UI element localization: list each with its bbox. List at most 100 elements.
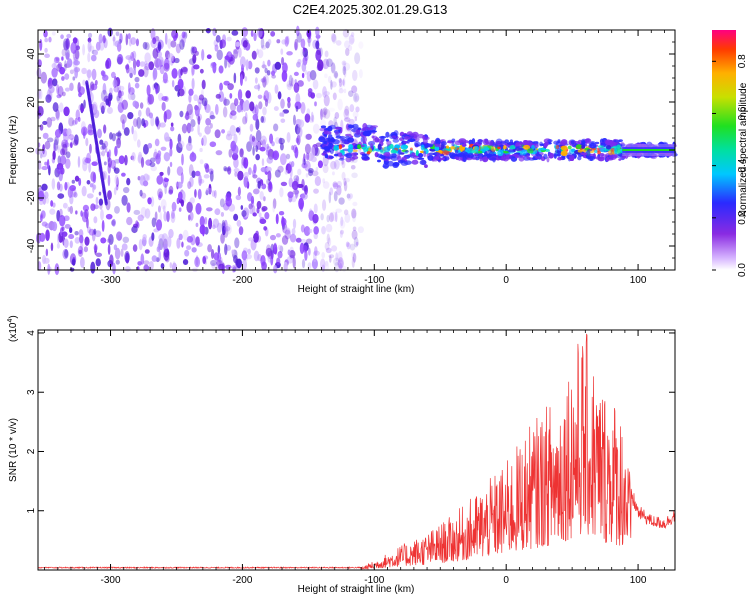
spectrogram-noise-blob — [344, 105, 350, 116]
spectrogram-noise-blob — [328, 107, 335, 112]
spectrogram-noise-blob — [304, 133, 312, 140]
spectrogram-noise-blob — [78, 86, 85, 96]
spectrogram-signal-blob — [508, 155, 516, 159]
spectrogram-noise-blob — [357, 226, 364, 234]
spectrogram-noise-blob — [296, 32, 302, 43]
spectrogram-noise-blob — [132, 58, 137, 71]
spectrogram-noise-blob — [227, 83, 234, 91]
spectrogram-noise-blob — [113, 244, 118, 251]
spectrogram-noise-blob — [205, 207, 213, 212]
spectrogram-noise-blob — [112, 79, 118, 88]
spectrogram-noise-blob — [313, 203, 318, 214]
spectrogram-noise-blob — [122, 186, 130, 194]
spectrogram-noise-blob — [147, 93, 155, 105]
spectrogram-noise-blob — [188, 109, 194, 121]
spectrogram-noise-blob — [83, 246, 89, 253]
spectrogram-noise-blob — [54, 129, 62, 138]
spectrogram-noise-blob — [351, 252, 355, 259]
spectrogram-signal-blob — [351, 155, 359, 160]
spectrogram-noise-blob — [201, 97, 208, 107]
spectrogram-noise-blob — [187, 181, 192, 190]
spectrogram-noise-blob — [273, 264, 278, 274]
spectrogram-noise-blob — [181, 153, 184, 166]
spectrogram-signal-blob — [471, 157, 478, 160]
spectrogram-signal-blob — [560, 139, 568, 145]
spectrogram-noise-blob — [189, 211, 194, 221]
spectrogram-noise-blob — [325, 223, 333, 233]
spectrogram-noise-blob — [281, 56, 285, 66]
spectrogram-noise-blob — [293, 114, 296, 126]
spectrogram-signal-blob — [531, 144, 535, 150]
colorbar-tick-label: 0.0 — [737, 263, 748, 277]
spectrogram-noise-blob — [266, 70, 271, 76]
spectrogram-noise-blob — [266, 143, 270, 150]
snr-y-scale-label: (x104) — [7, 315, 19, 342]
spectrogram-signal-blob — [496, 140, 501, 144]
spectrogram-noise-blob — [278, 137, 283, 144]
spectrogram-noise-blob — [299, 242, 305, 255]
spectrogram-noise-blob — [295, 25, 300, 37]
spectrogram-noise-blob — [86, 180, 91, 185]
spectrogram-noise-blob — [270, 31, 276, 37]
spectrogram-noise-blob — [337, 257, 344, 269]
spectrogram-noise-blob — [65, 52, 70, 60]
spectrogram-noise-blob — [333, 190, 338, 202]
spectrogram-signal-blob — [543, 142, 548, 148]
spectrogram-noise-blob — [307, 36, 311, 48]
spectrogram-noise-blob — [115, 31, 120, 37]
spectrogram-noise-blob — [59, 66, 66, 75]
spectrogram-noise-blob — [350, 31, 355, 38]
spectrogram-noise-blob — [354, 52, 361, 65]
spectrogram-signal-blob — [369, 130, 377, 133]
spectrogram-noise-blob — [167, 166, 171, 176]
spectrogram-noise-blob — [42, 132, 49, 139]
spectrogram-noise-blob — [113, 166, 117, 172]
spectrogram-noise-blob — [267, 38, 272, 46]
spectrogram-noise-blob — [262, 76, 267, 88]
spectrogram-signal-blob — [398, 149, 402, 155]
spectrogram-noise-blob — [194, 50, 199, 56]
spectrogram-noise-blob — [126, 216, 133, 226]
spectrogram-noise-blob — [215, 150, 223, 156]
spectrogram-signal-blob — [345, 123, 350, 130]
spectrogram-noise-blob — [239, 56, 246, 68]
spectrogram-noise-blob — [235, 194, 242, 201]
spectrogram-noise-blob — [292, 218, 297, 230]
spectrogram-noise-blob — [215, 93, 222, 99]
spectrogram-noise-blob — [232, 48, 240, 54]
spectrogram-noise-blob — [228, 148, 233, 158]
spectrogram-noise-blob — [61, 143, 68, 156]
spectrogram-noise-blob — [291, 180, 299, 191]
spectrogram-noise-blob — [52, 202, 56, 208]
spectrogram-noise-blob — [188, 164, 194, 177]
spectrogram-noise-blob — [331, 32, 336, 43]
spectrogram-noise-blob — [107, 190, 112, 200]
spectrogram-noise-blob — [41, 254, 47, 265]
spectrogram-noise-blob — [149, 162, 156, 168]
spectrogram-noise-blob — [281, 235, 289, 245]
spectrogram-noise-blob — [92, 172, 97, 184]
spectrogram-noise-blob — [48, 36, 52, 43]
spectrogram-signal-blob — [394, 144, 401, 149]
spectrogram-noise-blob — [133, 67, 137, 76]
spectrogram-signal-blob — [329, 148, 334, 154]
spectrogram-noise-blob — [107, 157, 112, 168]
spectrogram-noise-blob — [64, 60, 67, 72]
spectrogram-noise-blob — [322, 58, 330, 70]
spectrogram-noise-blob — [306, 29, 311, 38]
spectrogram-signal-blob — [589, 142, 597, 149]
spectrogram-noise-blob — [149, 157, 156, 163]
spectrogram-signal-blob — [605, 145, 612, 150]
spectrogram-signal-blob — [417, 133, 424, 139]
spectrogram-signal-blob — [348, 124, 355, 129]
spectrogram-noise-blob — [287, 83, 294, 88]
spectrogram-noise-blob — [203, 174, 210, 179]
spectrogram-noise-blob — [211, 190, 216, 198]
spectrogram-noise-blob — [132, 118, 139, 127]
spectrogram-noise-blob — [237, 89, 243, 101]
spectrogram-noise-blob — [179, 39, 185, 50]
spectrogram-noise-blob — [170, 126, 175, 132]
spectrogram-signal-blob — [392, 138, 400, 143]
spectrogram-noise-blob — [164, 255, 170, 263]
spectrogram-noise-blob — [51, 178, 56, 190]
